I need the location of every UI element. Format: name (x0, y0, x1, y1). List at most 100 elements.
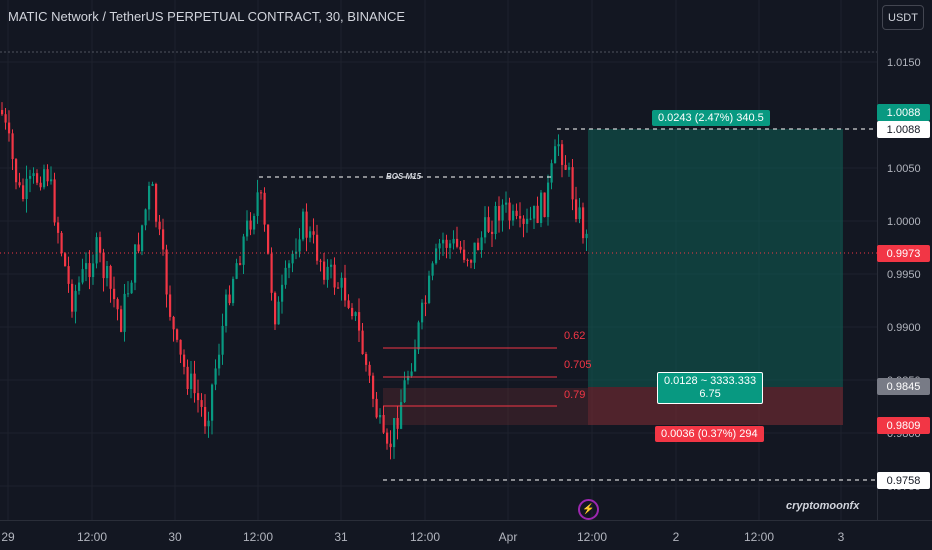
time-label: 3 (837, 530, 845, 544)
candle-body (347, 300, 350, 308)
candle-body (288, 263, 291, 268)
candle-body (326, 266, 329, 280)
candle-body (365, 354, 368, 365)
candle-body (88, 263, 91, 278)
candle-body (505, 202, 508, 205)
candle-body (550, 163, 553, 183)
candle-body (428, 275, 431, 303)
candle-body (29, 176, 32, 179)
candle-body (508, 202, 511, 221)
candle-body (585, 233, 588, 239)
candle-body (130, 282, 133, 294)
price-label: 1.0050 (887, 163, 921, 175)
target-price-tag: 1.0088 (877, 104, 930, 121)
candle-body (200, 400, 203, 407)
candle-body (106, 266, 109, 279)
time-label: 12:00 (576, 530, 608, 544)
candle-body (165, 249, 168, 295)
candle-body (386, 432, 389, 444)
candle-body (246, 220, 249, 237)
candle-body (11, 133, 14, 160)
candle-body (323, 261, 326, 280)
candle-body (232, 278, 235, 304)
candle-body (32, 173, 35, 177)
candle-body (263, 192, 266, 225)
candle-body (375, 398, 378, 418)
candle-body (151, 183, 154, 186)
candle-body (260, 192, 263, 194)
candle-body (578, 207, 581, 220)
candle-body (78, 282, 81, 291)
candle-body (305, 211, 308, 238)
candle-body (134, 244, 137, 283)
candle-body (256, 192, 259, 216)
candle-body (529, 218, 532, 220)
candle-body (284, 267, 287, 285)
time-label: 31 (334, 530, 348, 544)
candle-body (438, 243, 441, 249)
candle-body (57, 222, 60, 233)
candle-body (309, 231, 312, 238)
candle-body (554, 146, 557, 164)
candle-body (442, 239, 445, 244)
candle-body (242, 236, 245, 265)
candle-body (575, 199, 578, 220)
candle-body (50, 179, 53, 182)
candle-body (536, 205, 539, 223)
time-label: 12:00 (242, 530, 274, 544)
position-info-box[interactable]: 0.0128 ~ 3333.333 6.75 (657, 372, 764, 404)
candle-body (46, 169, 49, 182)
candle-body (99, 237, 102, 253)
candle-body (568, 167, 571, 170)
candle-body (473, 242, 476, 263)
candle-body (267, 224, 270, 254)
candle-body (4, 114, 7, 123)
time-label: 12:00 (409, 530, 441, 544)
candle-body (424, 302, 427, 304)
candle-body (218, 354, 221, 369)
candle-body (253, 215, 256, 230)
candle-body (116, 299, 119, 310)
candle-body (298, 239, 301, 252)
candle-body (400, 402, 403, 429)
candle-body (340, 277, 343, 288)
candle-body (249, 220, 252, 230)
candle-body (515, 210, 518, 216)
candle-body (302, 211, 305, 240)
candle-body (137, 244, 140, 252)
candle-body (67, 266, 70, 284)
candle-body (501, 204, 504, 221)
fib-label-062: 0.62 (564, 330, 586, 342)
candle-body (169, 294, 172, 317)
candle-body (480, 237, 483, 251)
candle-body (239, 263, 242, 265)
candle-body (533, 205, 536, 219)
symbol-title: MATIC Network / TetherUS PERPETUAL CONTR… (8, 9, 406, 24)
candle-body (470, 260, 473, 263)
candle-body (235, 263, 238, 279)
lightning-icon[interactable]: ⚡ (578, 499, 599, 520)
candle-body (571, 167, 574, 200)
candle-body (186, 366, 189, 390)
candle-body (382, 415, 385, 433)
candle-body (330, 264, 333, 267)
candle-body (22, 185, 25, 200)
candle-body (176, 329, 179, 340)
candle-body (85, 263, 88, 270)
candle-body (95, 237, 98, 264)
candle-body (277, 301, 280, 325)
candle-body (158, 221, 161, 230)
entry-price-tag: 0.9845 (877, 378, 930, 395)
position-info-line1: 0.0128 ~ 3333.333 (664, 375, 757, 387)
candle-body (403, 380, 406, 403)
candle-body (557, 144, 560, 147)
candle-body (358, 312, 361, 331)
candle-body (123, 293, 126, 332)
profit-zone (588, 129, 843, 387)
candle-body (522, 218, 525, 224)
candle-body (498, 206, 501, 221)
candle-body (15, 159, 18, 183)
currency-button[interactable]: USDT (882, 5, 924, 30)
candle-body (337, 287, 340, 289)
